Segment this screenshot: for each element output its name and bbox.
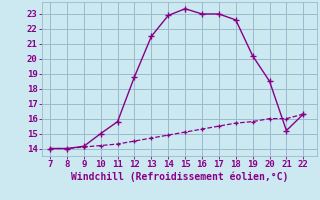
X-axis label: Windchill (Refroidissement éolien,°C): Windchill (Refroidissement éolien,°C) <box>70 172 288 182</box>
